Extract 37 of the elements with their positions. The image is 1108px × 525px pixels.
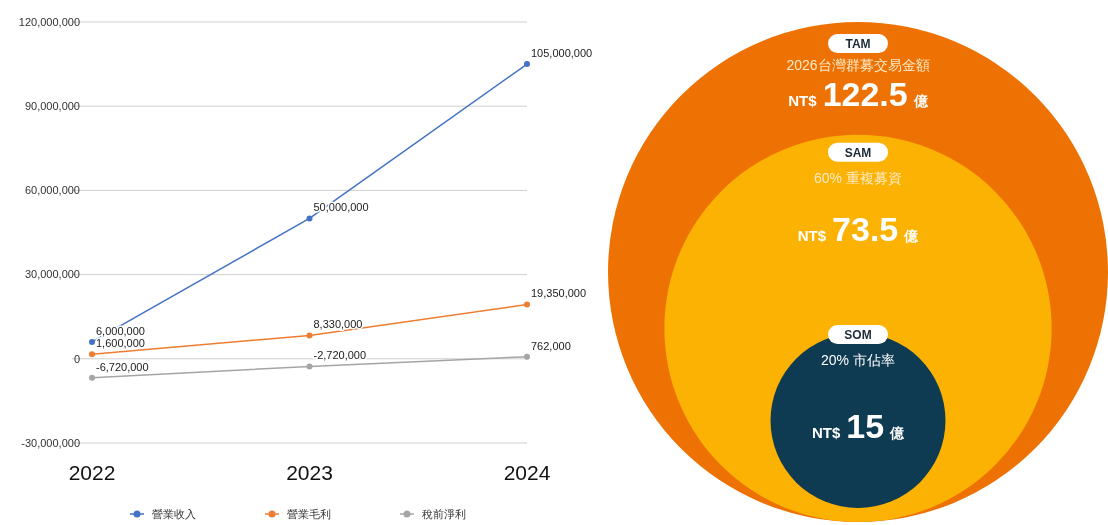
x-tick-label: 2022 xyxy=(68,461,116,484)
y-tick-label: -30,000,000 xyxy=(21,436,80,449)
point xyxy=(524,61,530,68)
data-label: NT$ 15 億 xyxy=(811,407,906,446)
point xyxy=(524,353,530,360)
point xyxy=(89,374,95,381)
point xyxy=(306,215,313,222)
data-label: 8,330,000 xyxy=(313,318,363,331)
category-label: 2026台灣群募交易金額 xyxy=(786,57,930,73)
category-label: 20% 市佔率 xyxy=(821,352,895,369)
category-label: 60% 重複募資 xyxy=(814,169,902,186)
data-label: -2,720,000 xyxy=(313,349,367,362)
data-label: NT$ 73.5 億 xyxy=(797,209,920,248)
data-label: 105,000,000 xyxy=(531,47,593,60)
data-label: -6,720,000 xyxy=(96,360,149,373)
text: TAM xyxy=(845,37,871,52)
x-tick-label: 2024 xyxy=(503,461,551,484)
point xyxy=(306,363,313,370)
point xyxy=(89,338,95,345)
point xyxy=(306,332,313,339)
x-tick-label: 2023 xyxy=(286,461,333,484)
data-label: 762,000 xyxy=(531,339,571,352)
legend-label: 稅前淨利 xyxy=(422,508,466,520)
y-tick-label: 0 xyxy=(73,352,80,365)
point xyxy=(89,351,95,358)
legend-label: 營業毛利 xyxy=(287,508,331,520)
text: SOM xyxy=(844,328,872,343)
y-tick-label: 30,000,000 xyxy=(24,268,80,281)
y-tick-label: 120,000,000 xyxy=(18,15,80,28)
point xyxy=(524,301,530,308)
data-label: NT$ 122.5 億 xyxy=(788,75,929,113)
legend-label: 營業收入 xyxy=(152,508,196,520)
data-label: 1,600,000 xyxy=(96,337,145,350)
y-tick-label: 90,000,000 xyxy=(24,100,80,113)
data-label: 19,350,000 xyxy=(531,287,587,300)
y-tick-label: 60,000,000 xyxy=(24,184,80,197)
text: SAM xyxy=(844,145,872,160)
